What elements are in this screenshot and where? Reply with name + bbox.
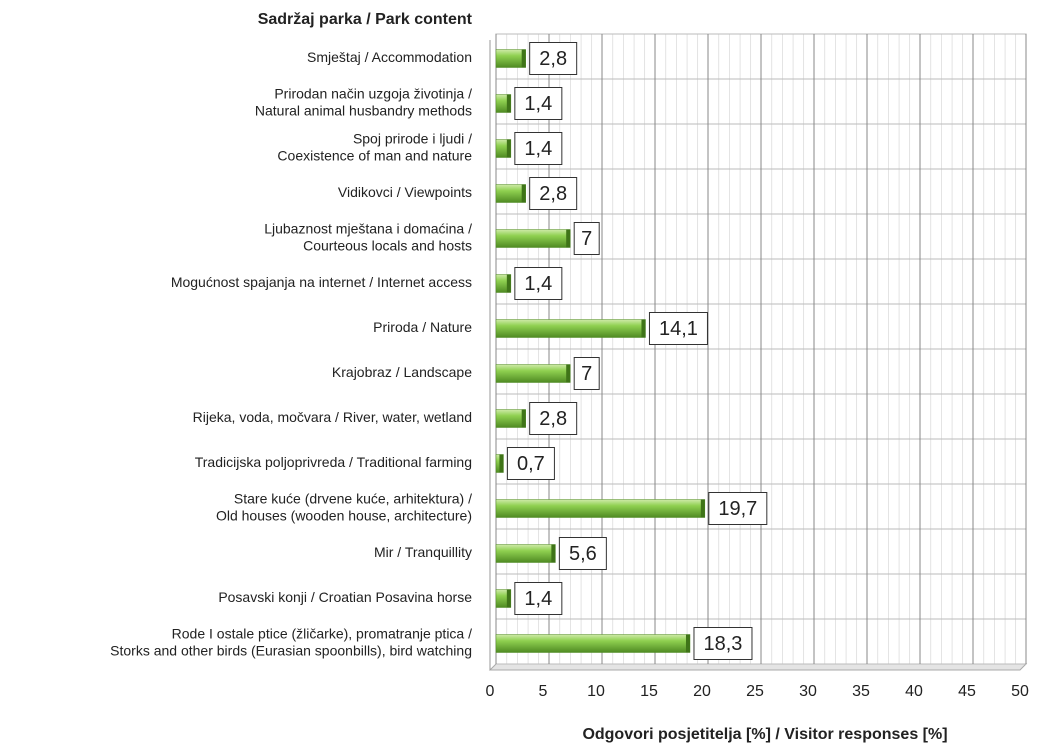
x-tick-label: 30 — [799, 683, 817, 700]
y-tick-label: Krajobraz / Landscape — [332, 364, 472, 380]
y-tick-label: Courteous locals and hosts — [303, 238, 472, 254]
bar — [495, 184, 526, 203]
x-tick-label: 40 — [905, 683, 923, 700]
value-label: 18,3 — [704, 633, 743, 655]
value-label-box — [558, 537, 607, 570]
value-label: 1,4 — [524, 588, 552, 610]
value-label-box — [506, 447, 555, 480]
value-label-box — [529, 402, 578, 435]
bar-cap — [506, 94, 511, 113]
x-tick-label: 10 — [587, 683, 605, 700]
x-tick-label: 5 — [539, 683, 548, 700]
bar-cap — [551, 544, 556, 563]
value-label-box — [573, 222, 600, 255]
bar-cap — [521, 184, 526, 203]
value-label-box — [648, 312, 708, 345]
bar-cap — [685, 634, 690, 653]
value-label: 7 — [581, 363, 592, 385]
bar — [495, 409, 526, 428]
bar-cap — [566, 364, 571, 383]
x-tick-label: 45 — [958, 683, 976, 700]
value-label: 5,6 — [569, 543, 597, 565]
bar-cap — [521, 409, 526, 428]
bar — [495, 364, 571, 383]
bar — [495, 499, 706, 518]
value-label-box — [514, 87, 563, 120]
value-label: 2,8 — [539, 408, 567, 430]
y-tick-label: Posavski konji / Croatian Posavina horse — [218, 589, 472, 605]
value-label: 0,7 — [517, 453, 545, 475]
value-label-box — [693, 627, 753, 660]
y-tick-label: Ljubaznost mještana i domaćina / — [264, 221, 472, 237]
value-label: 2,8 — [539, 48, 567, 70]
x-tick-label: 25 — [746, 683, 764, 700]
x-tick-label: 15 — [640, 683, 658, 700]
bar — [495, 49, 526, 68]
bar — [495, 634, 691, 653]
bar-cap — [499, 454, 504, 473]
value-label: 1,4 — [524, 273, 552, 295]
value-label: 2,8 — [539, 183, 567, 205]
bar-cap — [506, 274, 511, 293]
x-tick-label: 0 — [486, 683, 495, 700]
y-tick-label: Rijeka, voda, močvara / River, water, we… — [193, 409, 472, 425]
bar — [495, 319, 646, 338]
value-label: 14,1 — [659, 318, 698, 340]
value-label-box — [708, 492, 768, 525]
bar-cap — [506, 589, 511, 608]
y-tick-label: Natural animal husbandry methods — [255, 103, 472, 119]
y-tick-label: Mir / Tranquillity — [374, 544, 472, 560]
y-tick-label: Vidikovci / Viewpoints — [338, 184, 472, 200]
value-label-box — [514, 132, 563, 165]
value-label: 7 — [581, 228, 592, 250]
bar-cap — [566, 229, 571, 248]
value-label-box — [514, 267, 563, 300]
value-label: 1,4 — [524, 138, 552, 160]
y-tick-label: Spoj prirode i ljudi / — [353, 131, 472, 147]
bar-cap — [641, 319, 646, 338]
x-axis-title: Odgovori posjetitelja [%] / Visitor resp… — [582, 726, 947, 743]
value-label: 1,4 — [524, 93, 552, 115]
y-tick-label: Prirodan način uzgoja životinja / — [274, 86, 472, 102]
bar-cap — [700, 499, 705, 518]
value-label-box — [529, 42, 578, 75]
bar-cap — [521, 49, 526, 68]
y-tick-label: Coexistence of man and nature — [277, 148, 472, 164]
y-tick-label: Tradicijska poljoprivreda / Traditional … — [195, 454, 472, 470]
bar — [495, 544, 556, 563]
y-tick-label: Stare kuće (drvene kuće, arhitektura) / — [234, 491, 472, 507]
y-tick-label: Storks and other birds (Eurasian spoonbi… — [110, 643, 472, 659]
bar — [495, 229, 571, 248]
x-tick-label: 50 — [1011, 683, 1029, 700]
chart-title: Sadržaj parka / Park content — [258, 11, 473, 28]
x-tick-label: 35 — [852, 683, 870, 700]
y-tick-label: Priroda / Nature — [373, 319, 472, 335]
bar-cap — [506, 139, 511, 158]
value-label-box — [573, 357, 600, 390]
y-tick-label: Mogućnost spajanja na internet / Interne… — [171, 274, 472, 290]
y-tick-label: Smještaj / Accommodation — [307, 49, 472, 65]
plot-floor — [488, 663, 1028, 671]
value-label-box — [514, 582, 563, 615]
x-tick-label: 20 — [693, 683, 711, 700]
value-label-box — [529, 177, 578, 210]
y-tick-label: Rode I ostale ptice (žličarke), promatra… — [172, 626, 472, 642]
value-label: 19,7 — [718, 498, 757, 520]
y-tick-label: Old houses (wooden house, architecture) — [216, 508, 472, 524]
